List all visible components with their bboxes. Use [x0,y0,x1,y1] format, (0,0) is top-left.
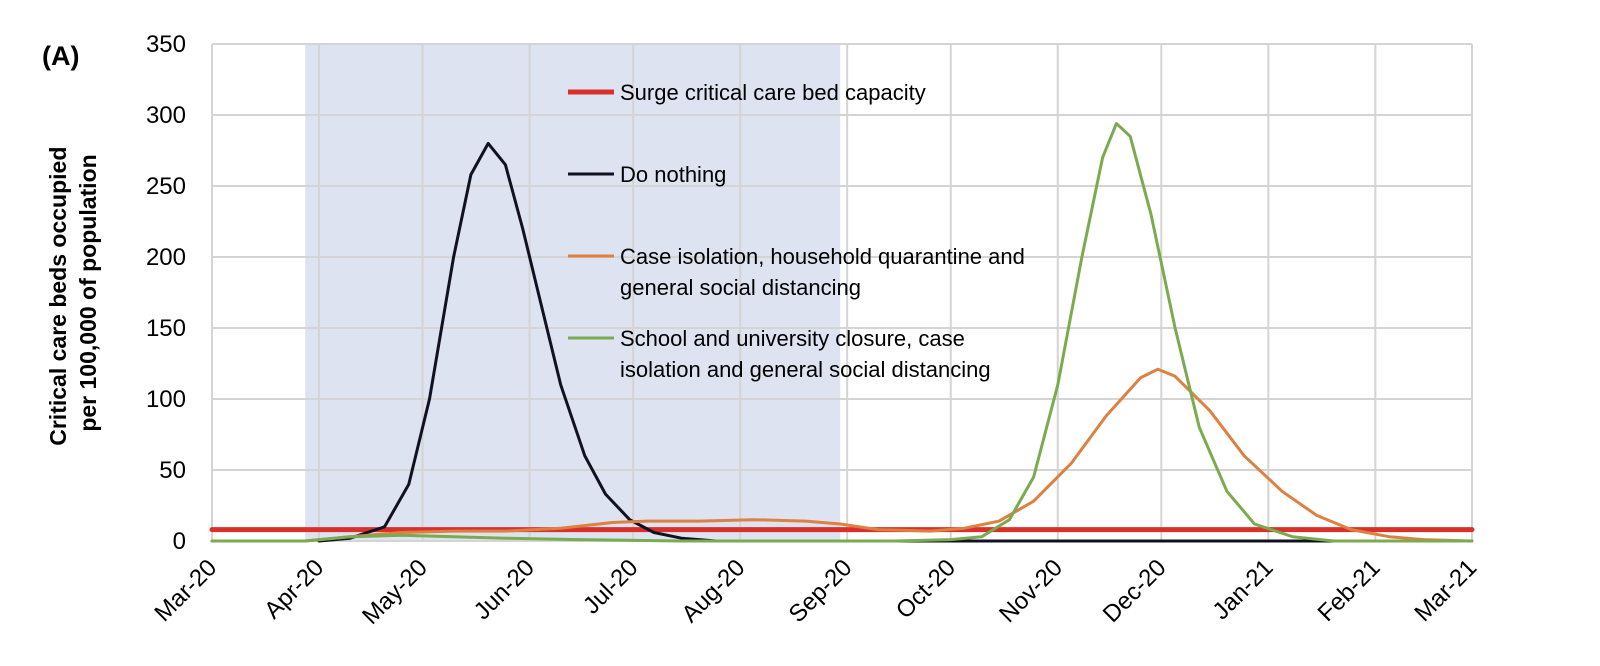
grid-layer [211,43,1473,542]
y-tick-label: 300 [146,102,186,129]
legend-label-0: Surge critical care bed capacity [620,80,926,105]
y-tick-label: 150 [146,315,186,342]
legend-label-2: general social distancing [620,275,861,300]
legend: Surge critical care bed capacity Do nothi… [568,80,1025,382]
y-tick-label: 250 [146,173,186,200]
legend-label-3: isolation and general social distancing [620,357,991,382]
y-tick-labels: 0 50 100 150 200 250 300 350 [146,31,186,555]
series-line-2 [210,367,1474,543]
series-layer [209,122,1475,543]
series-line-1 [317,141,1377,543]
shaded-region-layer [305,44,841,541]
y-tick-label: 350 [146,31,186,58]
series-line-3 [210,122,1474,543]
y-axis-title: Critical care beds occupied per 100,000 … [45,140,101,446]
y-axis-title-line-1: Critical care beds occupied [45,147,71,446]
panel-label: (A) [42,41,79,71]
y-tick-label: 200 [146,244,186,271]
legend-label-2: Case isolation, household quarantine and [620,244,1025,269]
y-tick-label: 100 [146,386,186,413]
y-tick-label: 50 [159,457,186,484]
legend-label-3: School and university closure, case [620,326,965,351]
shaded-period [305,44,841,541]
legend-label-1: Do nothing [620,162,726,187]
y-tick-label: 0 [173,528,186,555]
y-axis-title-line-2: per 100,000 of population [75,154,101,431]
